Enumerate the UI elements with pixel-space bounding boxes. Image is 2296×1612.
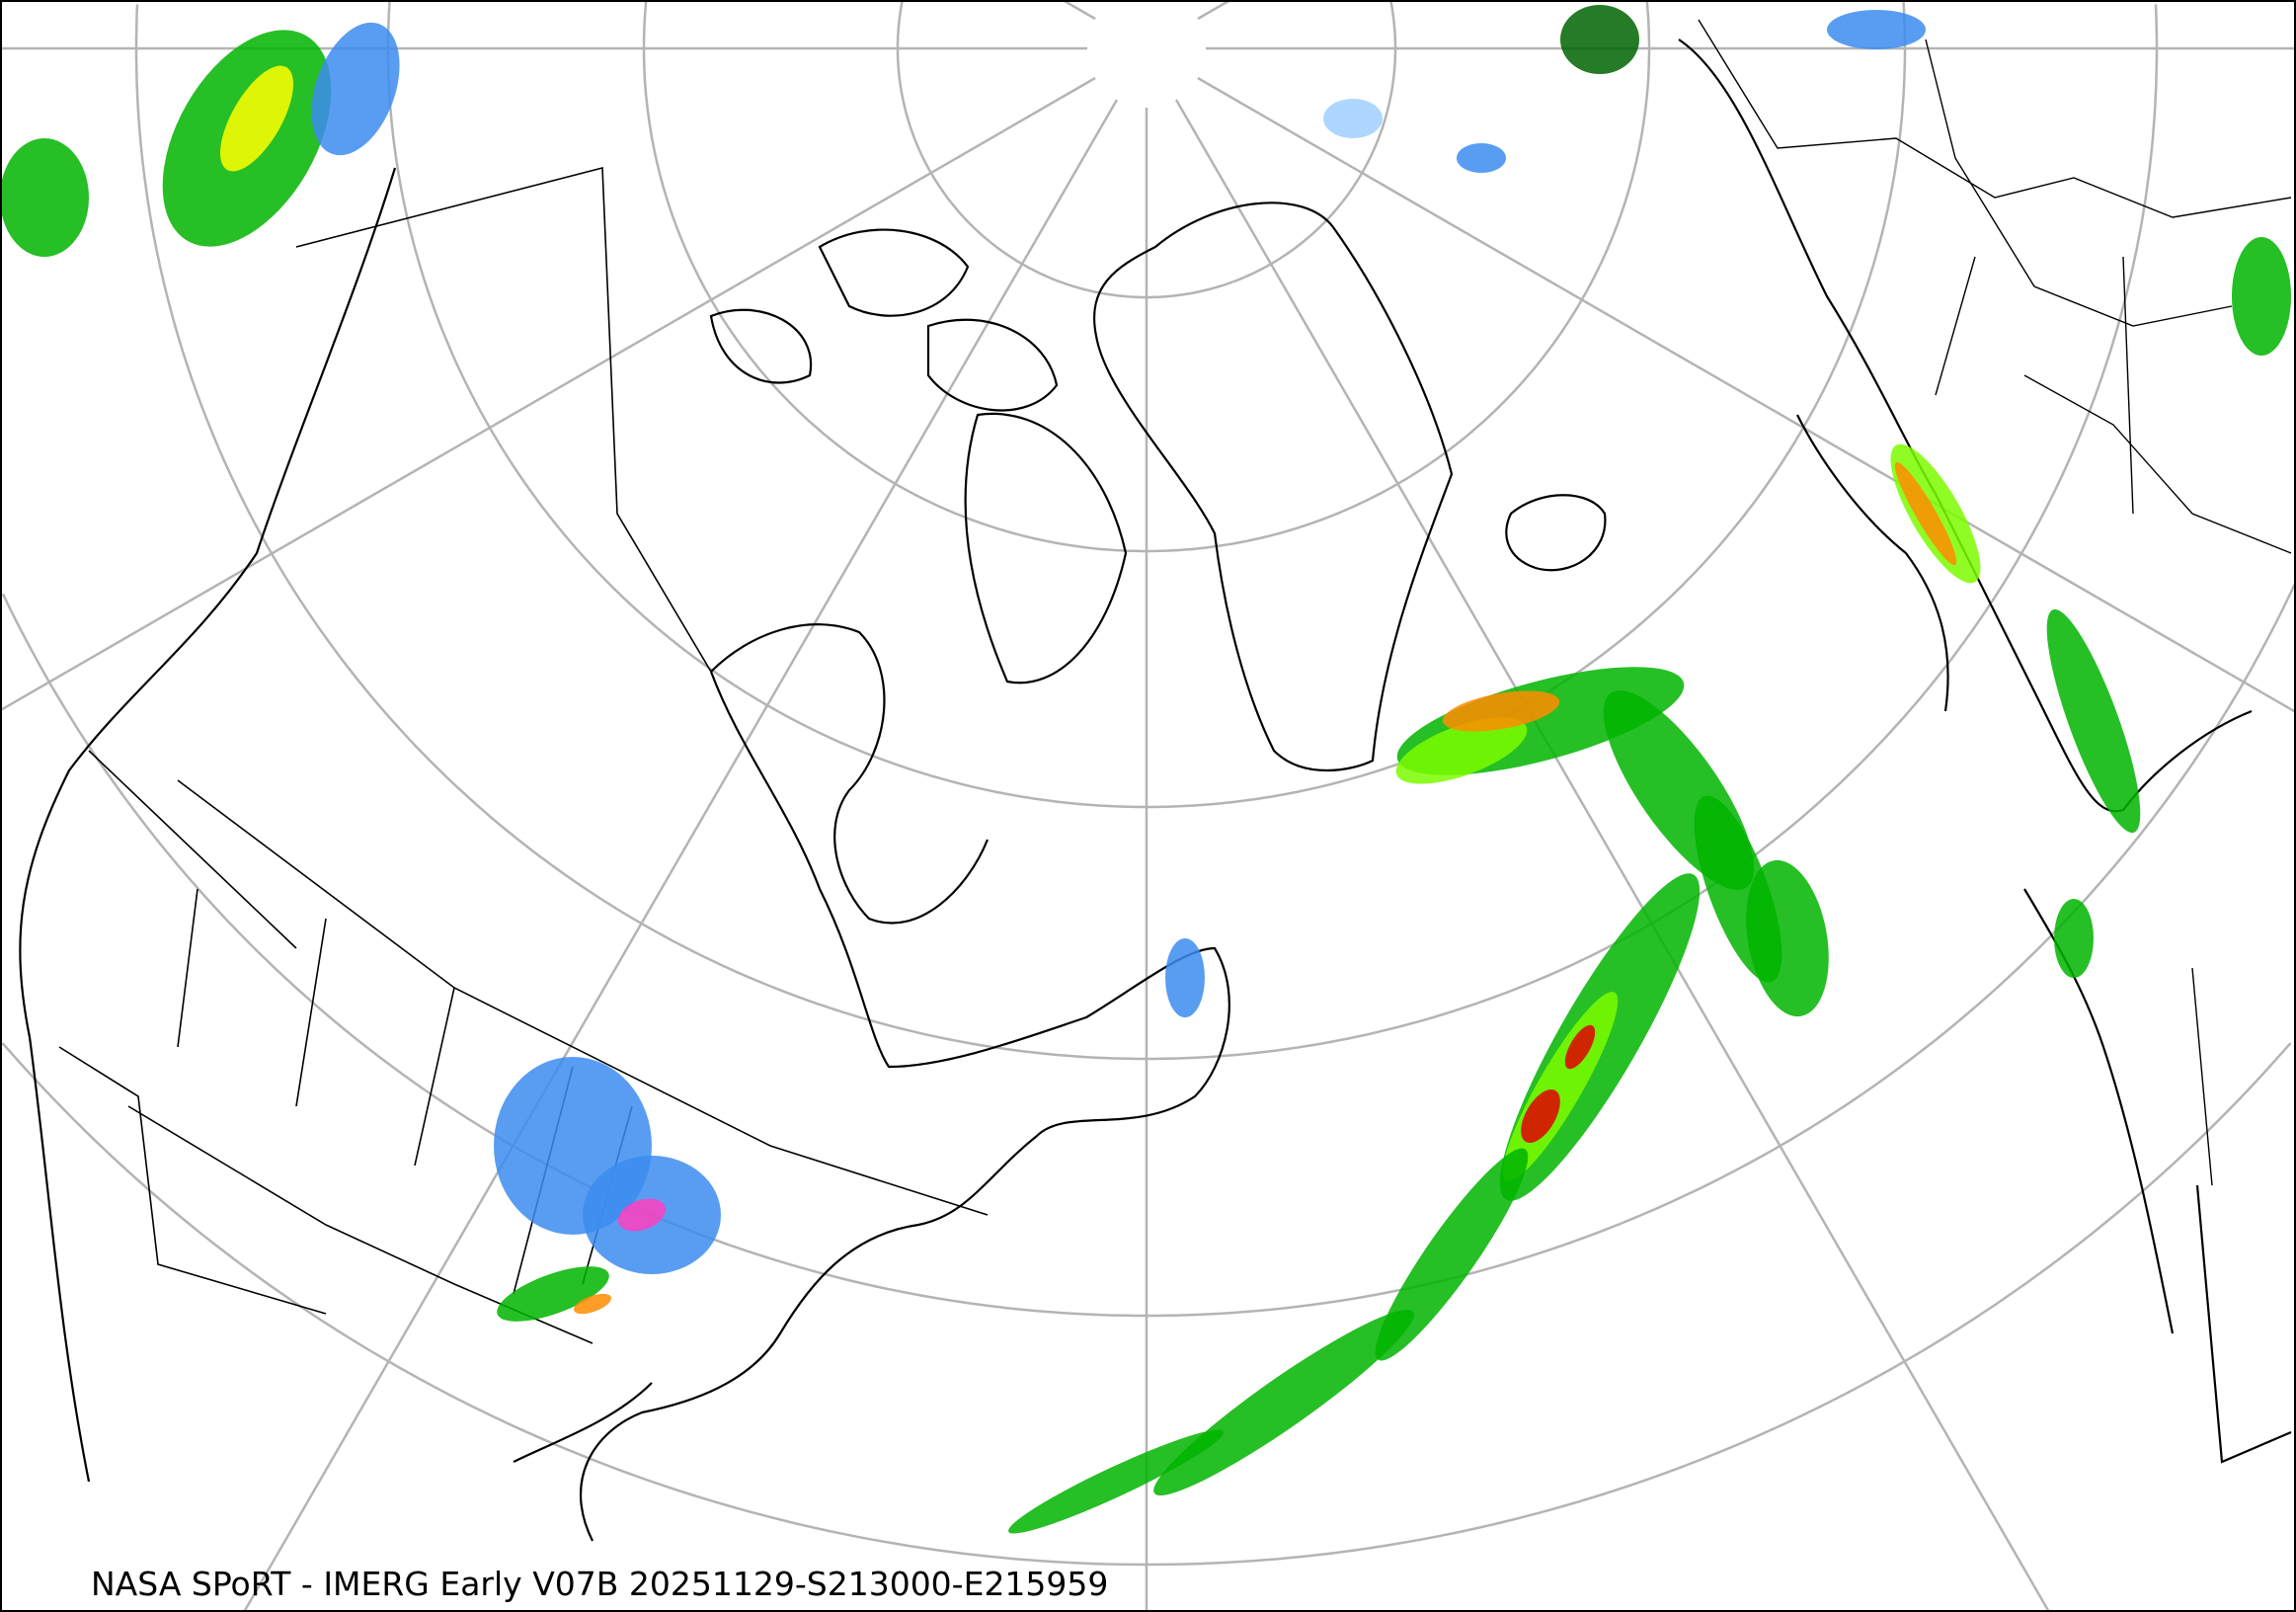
snow-area [1323,99,1383,138]
meridian-line [1062,0,1096,21]
snow-area [1165,938,1205,1017]
rain-area [574,1293,611,1315]
rain-area [1153,1309,1414,1496]
rain-area [1442,690,1560,732]
rain-area [1564,1024,1596,1070]
rain-area [0,138,89,257]
snow-area [1827,10,1926,49]
europe-borders [1698,19,2292,1186]
coastlines-and-borders [19,19,2292,1542]
mixed-area [617,1198,667,1232]
latitude-circle [896,0,1397,299]
rain-area [2054,899,2094,978]
rain-area [2046,608,2141,834]
latitude-circle [134,4,2159,1061]
rain-area [1375,1148,1529,1361]
meridian-line [1174,99,2051,1612]
rain-area [1894,461,1957,566]
meridian-line [1197,76,2296,714]
snow-area [1457,143,1506,173]
europe-coast [1678,39,2292,1464]
snow-area [311,22,400,156]
north-america-coast [19,167,1230,1542]
map-caption: NASA SPoRT - IMERG Early V07B 20251129-S… [91,1565,1109,1603]
rain-area [497,1266,609,1322]
meridian-line [0,76,1096,712]
precipitation-overlay [0,5,2291,1534]
canadian-archipelago [709,228,1128,685]
greenland-coast [1093,202,1454,771]
rain-area [1521,1088,1560,1144]
hudson-bay-coast [710,623,990,925]
rain-area [1008,1429,1224,1534]
meridian-line [242,99,1119,1612]
rain-area [1560,5,1639,74]
iceland-coast [1505,494,1607,572]
rain-area [1395,717,1528,784]
latitude-circle [642,0,1651,553]
latitude-circle [1,583,2296,1318]
rain-area [2232,237,2291,356]
meridian-line [1197,0,1231,21]
rain-area [1746,859,1829,1017]
rain-area [220,65,293,172]
